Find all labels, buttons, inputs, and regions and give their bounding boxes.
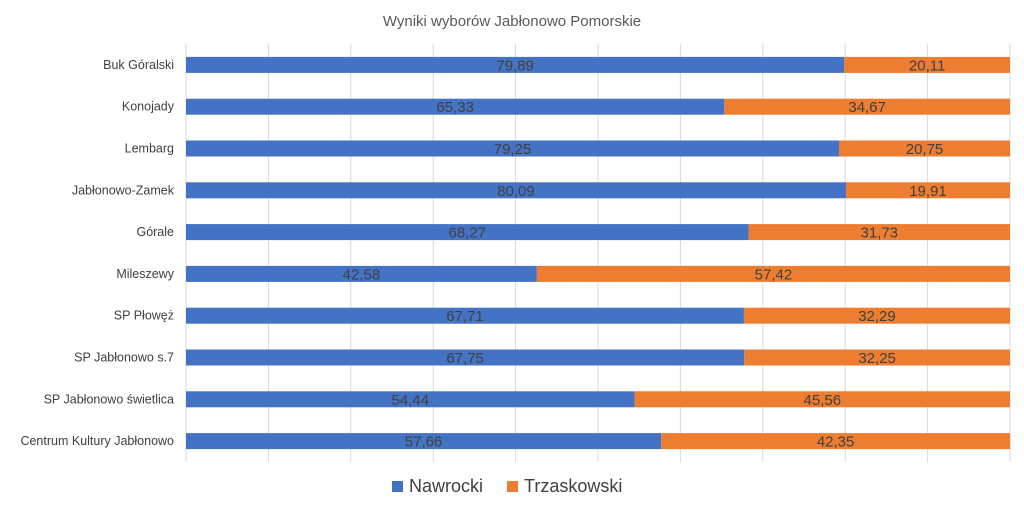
data-label: 65,33 [436,99,474,116]
category-label: Lembarg [125,142,174,156]
data-label: 79,89 [496,57,534,74]
data-label: 67,71 [446,308,484,325]
bar-series-1 [186,56,845,73]
legend-swatch [507,481,519,492]
data-label: 32,29 [858,308,896,325]
data-label: 67,75 [446,350,484,367]
data-label: 32,25 [858,350,896,367]
data-label: 57,66 [405,434,443,451]
bar-series-2 [744,349,1010,366]
bars: 79,89 20,11 65,33 34,67 79,25 20,75 80,09 19,91… [186,56,1011,451]
bar-series-1 [186,433,662,450]
chart-title: Wyniki wyborów Jabłonowo Pomorskie [383,13,641,30]
bar-series-1 [186,182,846,199]
category-label: Buk Góralski [103,58,174,72]
legend-swatch [392,481,403,492]
bar-series-2 [743,307,1010,324]
category-label: Konojady [122,100,175,114]
bar-series-2 [661,433,1011,450]
bar-series-1 [186,265,537,282]
data-label: 42,35 [817,434,855,451]
data-label: 31,73 [860,225,898,242]
data-label: 79,25 [494,141,532,158]
data-label: 54,44 [392,392,430,409]
legend-label: Trzaskowski [524,476,622,496]
bar-series-1 [186,349,745,366]
data-label: 42,58 [343,266,381,283]
data-label: 20,75 [906,141,944,158]
bar-series-2 [634,391,1010,408]
data-label: 68,27 [448,225,486,242]
category-label: Jabłonowo-Zamek [72,183,175,197]
bar-series-1 [186,307,744,324]
category-label: Mileszewy [116,267,174,281]
data-label: 57,42 [755,266,793,283]
bar-series-2 [536,265,1010,282]
data-label: 34,67 [848,99,886,116]
bar-series-2 [748,224,1010,241]
category-label: SP Jabłonowo s.7 [74,351,174,365]
bar-series-2 [724,98,1010,115]
legend-label: Nawrocki [409,476,483,496]
category-label: SP Płowęż [114,309,174,323]
category-label: Centrum Kultury Jabłonowo [20,434,174,448]
bar-series-1 [186,140,840,157]
category-labels: Buk Góralski Konojady Lembarg Jabłonowo-Zam… [20,58,174,448]
bar-series-1 [186,391,635,408]
bar-series-2 [844,56,1010,73]
legend: Nawrocki Trzaskowski [392,476,622,496]
data-label: 45,56 [804,392,842,409]
bar-series-1 [186,98,725,115]
category-label: Górale [136,225,174,239]
bar-series-2 [839,140,1010,157]
data-label: 80,09 [497,183,535,200]
bar-series-1 [186,224,749,241]
bar-series-2 [845,182,1010,199]
data-label: 20,11 [909,57,945,74]
data-label: 19,91 [909,183,947,200]
category-label: SP Jabłonowo świetlica [44,392,174,406]
